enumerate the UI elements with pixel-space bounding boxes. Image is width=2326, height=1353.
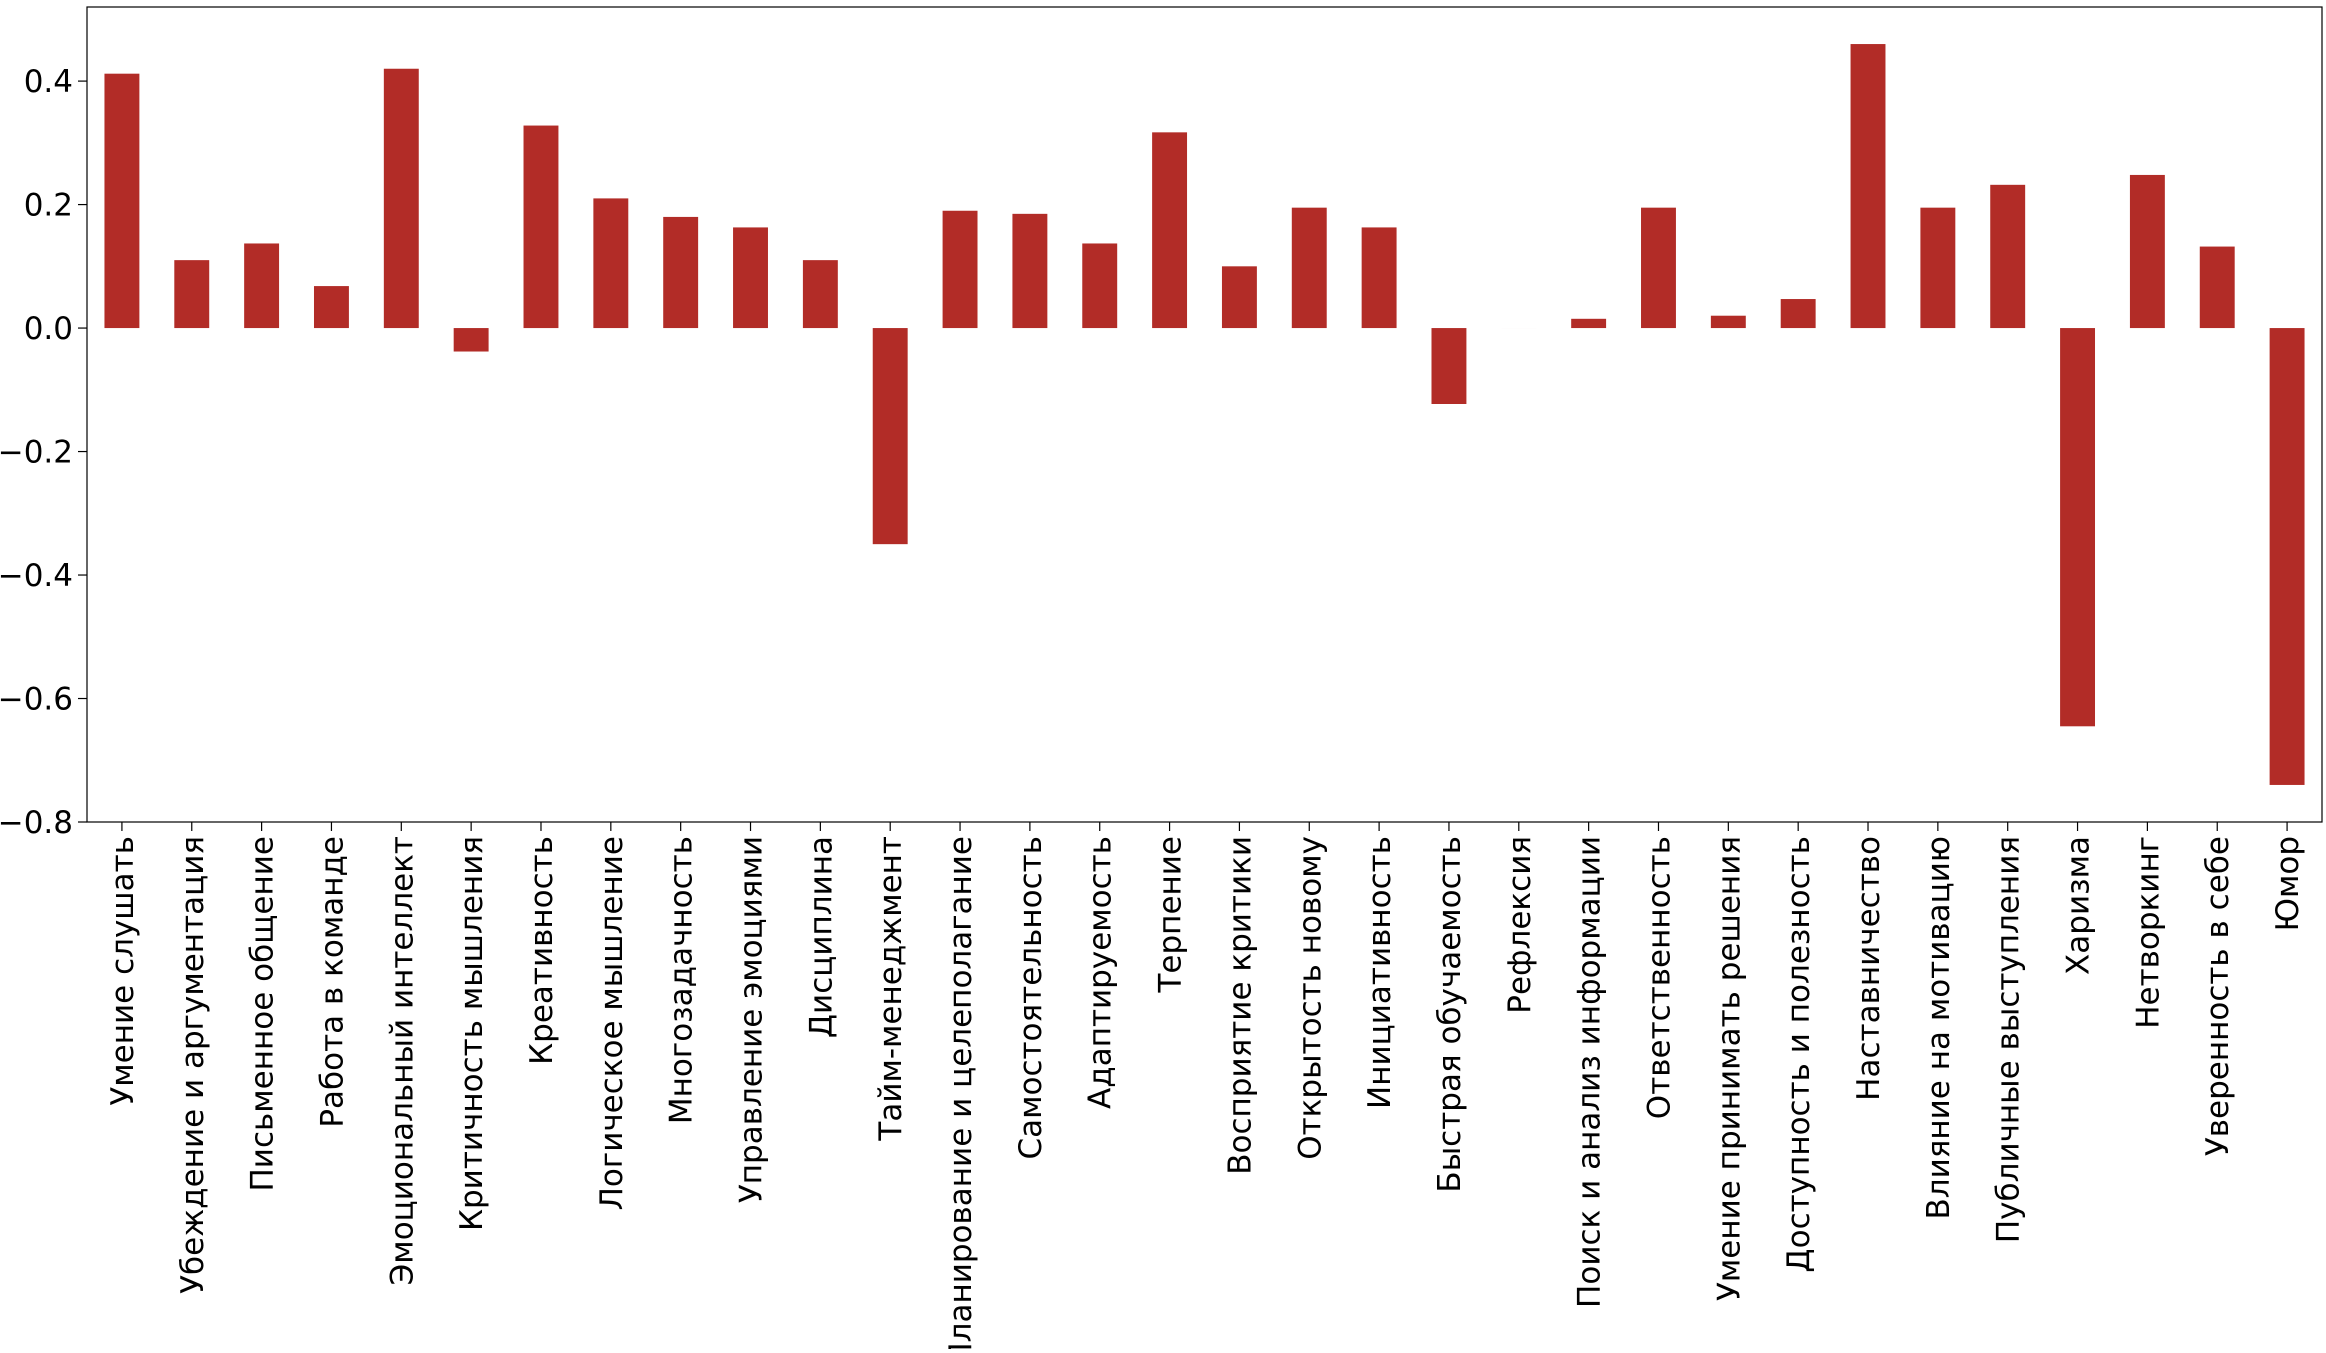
x-tick-label: Восприятие критики	[1222, 836, 1258, 1175]
x-tick-label: Нетворкинг	[2130, 836, 2166, 1029]
bar-22	[1571, 319, 1606, 328]
y-tick-label: −0.6	[0, 682, 73, 718]
y-tick-label: −0.4	[0, 558, 73, 594]
bar-5	[384, 69, 419, 328]
y-tick-label: 0.0	[24, 311, 73, 347]
bar-26	[1851, 44, 1886, 328]
bar-1	[104, 74, 139, 328]
bar-7	[524, 126, 559, 329]
bar-14	[1012, 214, 1047, 328]
x-tick-label: Адаптируемость	[1083, 836, 1119, 1109]
bar-10	[733, 227, 768, 328]
x-tick-label: Критичность мышления	[454, 836, 490, 1231]
x-tick-label: Наставничество	[1851, 836, 1887, 1101]
bar-8	[593, 198, 628, 328]
bar-18	[1292, 208, 1327, 328]
bar-2	[174, 260, 209, 328]
x-tick-label: Самостоятельность	[1013, 836, 1049, 1160]
bar-27	[1920, 208, 1955, 328]
bar-29	[2060, 328, 2095, 726]
x-tick-label: Терпение	[1153, 836, 1189, 994]
bar-19	[1362, 227, 1397, 328]
bar-4	[314, 286, 349, 328]
bar-16	[1152, 132, 1187, 328]
x-tick-label: Логическое мышление	[594, 836, 630, 1210]
bar-30	[2130, 175, 2165, 328]
x-tick-label: Умение слушать	[105, 836, 141, 1106]
bar-32	[2270, 328, 2305, 785]
x-tick-label: Планирование и целеполагание	[943, 836, 979, 1349]
x-tick-label: Инициативность	[1362, 836, 1398, 1109]
x-tick-label: Быстрая обучаемость	[1432, 836, 1468, 1193]
x-tick-label: Работа в команде	[314, 836, 350, 1128]
x-tick-label: Влияние на мотивацию	[1921, 836, 1957, 1220]
x-tick-label: Умение принимать решения	[1711, 836, 1747, 1301]
y-tick-label: 0.4	[24, 64, 73, 100]
x-tick-label: Эмоциональный интеллект	[384, 836, 420, 1285]
x-tick-label: Письменное общение	[245, 836, 281, 1192]
x-tick-label: Юмор	[2270, 836, 2306, 932]
x-tick-label: Публичные выступления	[1991, 836, 2027, 1243]
y-tick-label: 0.2	[24, 188, 73, 224]
x-tick-label: Многозадачность	[664, 836, 700, 1124]
x-tick-label: Убеждение и аргументация	[175, 836, 211, 1294]
x-tick-label: Рефлексия	[1502, 836, 1538, 1014]
x-tick-label: Креативность	[524, 836, 560, 1065]
bar-31	[2200, 247, 2235, 329]
bar-24	[1711, 316, 1746, 328]
x-tick-label: Ответственность	[1641, 836, 1677, 1119]
y-tick-label: −0.2	[0, 435, 73, 471]
bar-3	[244, 243, 279, 328]
x-tick-label: Тайм-менеджмент	[873, 836, 909, 1142]
x-tick-label: Доступность и полезность	[1781, 836, 1817, 1273]
x-tick-label: Уверенность в себе	[2200, 836, 2236, 1156]
bar-23	[1641, 208, 1676, 328]
x-tick-label: Поиск и анализ информации	[1572, 836, 1608, 1308]
plot-frame	[87, 7, 2322, 822]
bar-9	[663, 217, 698, 328]
x-tick-label: Управление эмоциями	[734, 836, 770, 1203]
bar-15	[1082, 243, 1117, 328]
bar-12	[873, 328, 908, 544]
bar-28	[1990, 185, 2025, 328]
x-tick-label: Открытость новому	[1292, 836, 1328, 1160]
bar-20	[1431, 328, 1466, 404]
bar-25	[1781, 299, 1816, 328]
y-tick-label: −0.8	[0, 805, 73, 841]
bar-17	[1222, 266, 1257, 328]
bar-6	[454, 328, 489, 351]
x-tick-label: Дисциплина	[803, 836, 839, 1038]
bar-13	[943, 211, 978, 328]
x-tick-label: Харизма	[2061, 836, 2097, 975]
bar-11	[803, 260, 838, 328]
